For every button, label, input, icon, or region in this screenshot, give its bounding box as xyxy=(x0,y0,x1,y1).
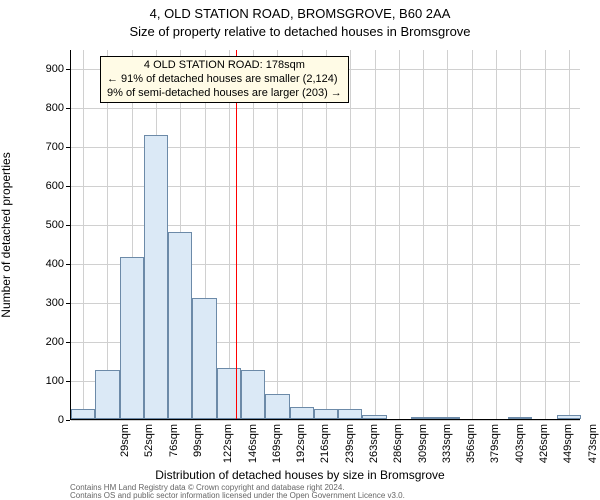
gridline-v xyxy=(399,50,400,419)
x-tick-label: 286sqm xyxy=(392,424,404,463)
x-tick-label: 333sqm xyxy=(441,424,453,463)
attribution-text: Contains HM Land Registry data © Crown c… xyxy=(70,484,405,500)
gridline-h xyxy=(71,420,580,421)
x-tick-label: 99sqm xyxy=(192,424,204,457)
x-tick-label: 216sqm xyxy=(320,424,332,463)
histogram-bar xyxy=(314,409,338,419)
annotation-line2: ← 91% of detached houses are smaller (2,… xyxy=(107,73,342,87)
histogram-bar xyxy=(168,232,192,419)
chart-container: 4, OLD STATION ROAD, BROMSGROVE, B60 2AA… xyxy=(0,0,600,500)
gridline-v xyxy=(375,50,376,419)
gridline-v xyxy=(496,50,497,419)
x-tick-label: 403sqm xyxy=(514,424,526,463)
histogram-bar xyxy=(144,135,168,419)
gridline-v xyxy=(277,50,278,419)
reference-line xyxy=(236,50,237,419)
gridline-v xyxy=(253,50,254,419)
chart-title-line1: 4, OLD STATION ROAD, BROMSGROVE, B60 2AA xyxy=(0,6,600,21)
x-tick-label: 473sqm xyxy=(587,424,599,463)
gridline-v xyxy=(229,50,230,419)
histogram-bar xyxy=(71,409,95,419)
chart-title-line2: Size of property relative to detached ho… xyxy=(0,24,600,39)
annotation-line3: 9% of semi-detached houses are larger (2… xyxy=(107,87,342,101)
y-tick-mark xyxy=(66,420,70,421)
y-tick-label: 500 xyxy=(24,219,64,231)
histogram-bar xyxy=(338,409,362,419)
x-tick-label: 146sqm xyxy=(247,424,259,463)
x-tick-label: 379sqm xyxy=(490,424,502,463)
y-tick-label: 700 xyxy=(24,141,64,153)
y-tick-label: 0 xyxy=(24,414,64,426)
histogram-bar xyxy=(557,415,581,419)
y-tick-mark xyxy=(66,303,70,304)
histogram-bar xyxy=(265,394,289,419)
y-tick-mark xyxy=(66,69,70,70)
y-axis-label: Number of detached properties xyxy=(0,152,13,317)
histogram-bar xyxy=(435,417,459,419)
histogram-bar xyxy=(241,370,265,419)
gridline-v xyxy=(569,50,570,419)
x-tick-label: 192sqm xyxy=(295,424,307,463)
histogram-bar xyxy=(411,417,435,419)
x-tick-label: 449sqm xyxy=(562,424,574,463)
histogram-bar xyxy=(95,370,119,419)
x-tick-label: 356sqm xyxy=(465,424,477,463)
annotation-line1: 4 OLD STATION ROAD: 178sqm xyxy=(107,59,342,73)
x-tick-label: 29sqm xyxy=(119,424,131,457)
gridline-v xyxy=(472,50,473,419)
histogram-bar xyxy=(508,417,532,419)
plot-area xyxy=(70,50,580,420)
histogram-bar xyxy=(120,257,144,419)
x-tick-label: 309sqm xyxy=(417,424,429,463)
y-tick-mark xyxy=(66,147,70,148)
y-tick-label: 300 xyxy=(24,297,64,309)
gridline-v xyxy=(545,50,546,419)
histogram-bar xyxy=(362,415,386,419)
x-tick-label: 52sqm xyxy=(143,424,155,457)
y-tick-mark xyxy=(66,342,70,343)
gridline-v xyxy=(107,50,108,419)
histogram-bar xyxy=(192,298,216,419)
annotation-box: 4 OLD STATION ROAD: 178sqm← 91% of detac… xyxy=(100,56,349,103)
x-tick-label: 426sqm xyxy=(538,424,550,463)
y-tick-mark xyxy=(66,186,70,187)
y-tick-label: 800 xyxy=(24,102,64,114)
x-tick-label: 76sqm xyxy=(168,424,180,457)
y-tick-mark xyxy=(66,225,70,226)
x-tick-label: 169sqm xyxy=(271,424,283,463)
gridline-v xyxy=(326,50,327,419)
y-tick-label: 900 xyxy=(24,63,64,75)
y-tick-label: 600 xyxy=(24,180,64,192)
x-tick-label: 122sqm xyxy=(222,424,234,463)
y-tick-label: 200 xyxy=(24,336,64,348)
x-axis-label: Distribution of detached houses by size … xyxy=(0,468,600,482)
gridline-v xyxy=(520,50,521,419)
gridline-v xyxy=(83,50,84,419)
gridline-v xyxy=(302,50,303,419)
gridline-v xyxy=(447,50,448,419)
y-tick-mark xyxy=(66,264,70,265)
x-tick-label: 239sqm xyxy=(344,424,356,463)
y-tick-label: 400 xyxy=(24,258,64,270)
gridline-v xyxy=(423,50,424,419)
attribution-line2: Contains OS and public sector informatio… xyxy=(70,491,405,500)
x-tick-label: 263sqm xyxy=(368,424,380,463)
histogram-bar xyxy=(217,368,241,419)
y-tick-label: 100 xyxy=(24,375,64,387)
gridline-v xyxy=(350,50,351,419)
y-tick-mark xyxy=(66,381,70,382)
y-tick-mark xyxy=(66,108,70,109)
histogram-bar xyxy=(290,407,314,419)
